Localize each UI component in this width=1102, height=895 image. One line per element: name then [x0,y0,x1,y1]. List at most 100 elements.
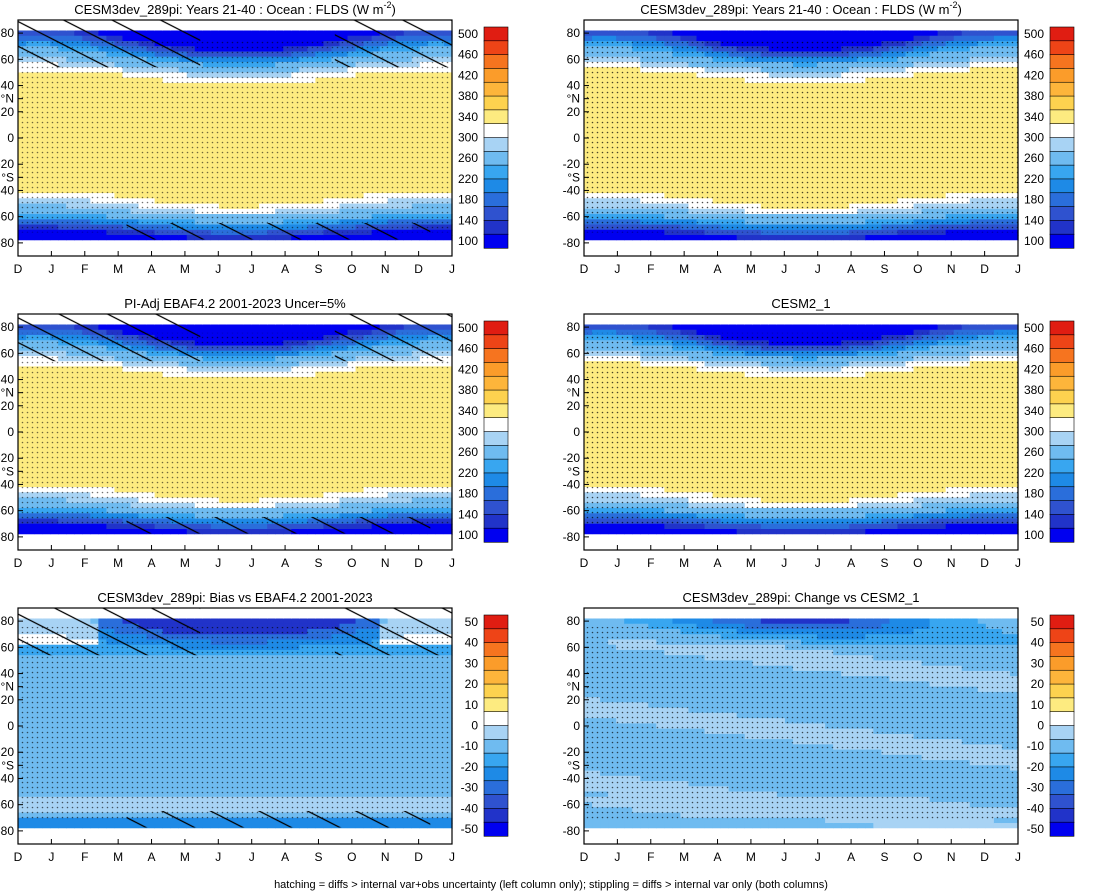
field-cell [632,30,641,37]
field-cell [411,250,421,257]
field-cell [752,25,762,32]
field-cell [355,250,365,257]
colorbar-label: 420 [458,68,478,82]
field-cell [1009,30,1019,37]
field-cell [680,235,690,241]
field-cell [720,35,730,42]
field-cell [857,30,866,37]
field-cell [680,250,690,257]
y-tick-label: °N [1,92,14,106]
field-cell [243,25,252,32]
field-cell [849,20,858,26]
field-cell [841,245,850,252]
field-cell [427,240,437,247]
field-cell [937,240,947,247]
field-cell [905,20,915,26]
field-cell [792,25,802,32]
field-cell [744,250,754,257]
field-cell [616,20,625,26]
field-cell [283,245,292,252]
field-cell [712,229,722,236]
field-cell [243,35,252,42]
field-cell [985,20,995,26]
field-cell [640,240,649,247]
field-cell [961,240,971,247]
y-tick-label: 80 [567,26,581,40]
field-cell [696,235,706,241]
field-cell [704,245,714,252]
colorbar-label: 340 [458,110,478,124]
field-cell [162,245,172,252]
field-cell [817,25,826,32]
field-cell [648,20,657,26]
field-cell [331,245,341,252]
field-cell [712,250,722,257]
field-cell [776,235,786,241]
field-cell [977,245,987,252]
field-cell [760,35,770,42]
field-cell [226,240,236,247]
field-cell [243,20,252,26]
field-cell [600,250,609,257]
x-tick-label: F [81,262,88,276]
field-cell [178,240,188,247]
field-cell [833,240,842,247]
field-cell [945,30,955,37]
field-cell [427,235,437,241]
field-cell [768,30,778,37]
field-cell [600,229,609,236]
field-cell [58,229,67,236]
field-cell [704,240,714,247]
field-cell [889,245,899,252]
field-cell [363,240,373,247]
field-cell [170,240,180,247]
field-cell [664,245,674,252]
field-cell [600,235,609,241]
field-cell [841,25,850,32]
field-cell [299,20,308,26]
field-cell [608,25,617,32]
field-cell [704,30,714,37]
field-cell [720,229,730,236]
field-cell [760,245,770,252]
field-cell [74,245,83,252]
field-cell [656,229,665,236]
field-cell [267,245,276,252]
field-cell [728,35,738,42]
field-cell [235,30,244,37]
field-cell [792,20,802,26]
field-cell [616,240,625,247]
field-cell [776,30,786,37]
field-cell [307,35,316,42]
field-cell [419,245,429,252]
field-cell [977,20,987,26]
field-cell [58,240,67,247]
x-tick-label: D [414,262,423,276]
field-cell [921,240,931,247]
colorbar-label: 140 [458,213,478,227]
y-tick-label: 20 [1,105,15,119]
x-tick-label: A [148,262,156,276]
field-cell [712,245,722,252]
field-cell [792,240,802,247]
field-cell [656,30,665,37]
field-cell [122,250,132,257]
colorbar-label: 100 [458,234,478,248]
field-cell [993,20,1003,26]
field-cell [801,240,810,247]
field-cell [331,240,341,247]
field-cell [897,25,907,32]
field-cell [243,250,252,257]
field-cell [624,245,633,252]
field-cell [833,25,842,32]
field-cell [825,20,834,26]
field-cell [648,250,657,257]
field-cell [680,35,690,42]
field-cell [897,20,907,26]
field-cell [98,235,108,241]
field-cell [162,250,172,257]
field-cell [395,240,405,247]
field-cell [202,240,212,247]
field-cell [1009,245,1019,252]
